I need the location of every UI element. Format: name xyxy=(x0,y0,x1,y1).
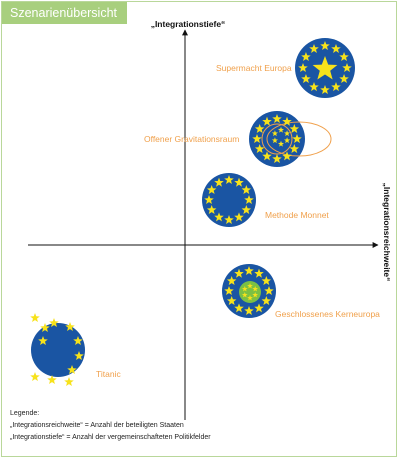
star-icon xyxy=(224,215,234,225)
star-icon xyxy=(214,212,224,222)
star-icon xyxy=(244,306,254,316)
star-icon xyxy=(331,82,341,92)
star-icon xyxy=(262,151,272,161)
star-icon xyxy=(309,43,319,53)
scenario-supermacht: Supermacht Europa xyxy=(216,38,355,98)
star-icon xyxy=(320,41,330,51)
star-icon xyxy=(272,154,282,164)
star-icon xyxy=(339,52,349,62)
star-icon xyxy=(226,296,237,306)
label-supermacht: Supermacht Europa xyxy=(216,63,292,73)
star-icon xyxy=(226,276,237,286)
label-monnet: Methode Monnet xyxy=(265,210,329,220)
star-icon xyxy=(73,336,83,346)
star-icon xyxy=(241,292,248,298)
star-icon xyxy=(206,205,217,215)
star-icon xyxy=(301,74,311,84)
star-icon xyxy=(254,124,265,134)
star-icon xyxy=(241,205,252,215)
star-icon xyxy=(214,177,224,187)
star-icon xyxy=(252,286,259,292)
legend-title: Legende: xyxy=(10,410,40,417)
scenario-gravitation: Offener Gravitationsraum xyxy=(144,111,332,167)
star-icon xyxy=(252,292,259,298)
x-axis-label: „Integrationsreichweite“ xyxy=(382,183,392,282)
star-icon xyxy=(47,375,57,385)
star-icon xyxy=(298,63,308,73)
star-icon xyxy=(234,212,244,222)
star-icon xyxy=(282,116,292,126)
star-icon xyxy=(234,303,244,313)
star-icon xyxy=(65,322,75,332)
star-icon xyxy=(74,351,84,361)
star-icon xyxy=(30,313,40,323)
scenario-monnet: Methode Monnet xyxy=(202,173,329,227)
star-icon xyxy=(254,303,264,313)
star-icon xyxy=(247,283,253,289)
star-icon xyxy=(320,85,330,95)
star-icon xyxy=(289,124,300,134)
star-icon xyxy=(204,195,214,205)
scenario-titanic: Titanic xyxy=(30,313,121,387)
gravitation-orbit xyxy=(266,121,332,157)
label-titanic: Titanic xyxy=(96,369,121,379)
legend: Legende: „Integrationsreichweite“ = Anza… xyxy=(10,408,390,444)
star-icon xyxy=(284,137,291,144)
star-icon xyxy=(282,151,292,161)
star-icon xyxy=(277,140,285,147)
legend-line-tiefe: „Integrationstiefe“ = Anzahl der vergeme… xyxy=(10,434,211,441)
star-icon xyxy=(331,43,341,53)
star-icon xyxy=(254,144,265,154)
star-icon xyxy=(234,268,244,278)
eu-circle xyxy=(31,323,85,377)
legend-line-reichweite: „Integrationsreichweite“ = Anzahl der be… xyxy=(10,422,184,429)
star-icon xyxy=(264,286,274,296)
big-star-icon xyxy=(312,56,338,80)
star-icon xyxy=(339,74,349,84)
star-icon xyxy=(284,130,291,137)
star-icon xyxy=(67,365,77,375)
star-icon xyxy=(309,82,319,92)
eu-circle xyxy=(249,111,305,167)
diagram-title: Szenarienübersicht xyxy=(2,2,128,24)
star-icon xyxy=(244,266,254,276)
star-icon xyxy=(272,114,282,124)
core-circle xyxy=(239,281,261,303)
star-icon xyxy=(244,195,254,205)
star-icon xyxy=(234,177,244,187)
star-icon xyxy=(254,268,264,278)
star-icon xyxy=(40,323,50,333)
label-kerneuropa: Geschlossenes Kerneuropa xyxy=(275,309,380,319)
star-icon xyxy=(247,295,253,301)
y-axis-label: „Integrationstiefe“ xyxy=(151,19,226,29)
star-icon xyxy=(271,137,278,144)
star-icon xyxy=(252,134,262,144)
eu-circle xyxy=(202,173,256,227)
star-icon xyxy=(206,185,217,195)
star-icon xyxy=(342,63,352,73)
star-icon xyxy=(271,130,278,137)
label-gravitation: Offener Gravitationsraum xyxy=(144,134,239,144)
star-icon xyxy=(301,52,311,62)
star-icon xyxy=(64,377,74,387)
star-icon xyxy=(289,144,300,154)
star-icon xyxy=(277,126,285,133)
star-icon xyxy=(224,175,234,185)
star-icon xyxy=(262,116,272,126)
star-icon xyxy=(261,276,272,286)
star-icon xyxy=(224,286,234,296)
star-icon xyxy=(261,296,272,306)
star-icon xyxy=(49,318,59,328)
star-icon xyxy=(38,336,48,346)
star-icon xyxy=(241,286,248,292)
star-icon xyxy=(292,134,302,144)
scenario-kerneuropa: Geschlossenes Kerneuropa xyxy=(222,264,380,319)
star-icon xyxy=(30,372,40,382)
star-icon xyxy=(241,185,252,195)
